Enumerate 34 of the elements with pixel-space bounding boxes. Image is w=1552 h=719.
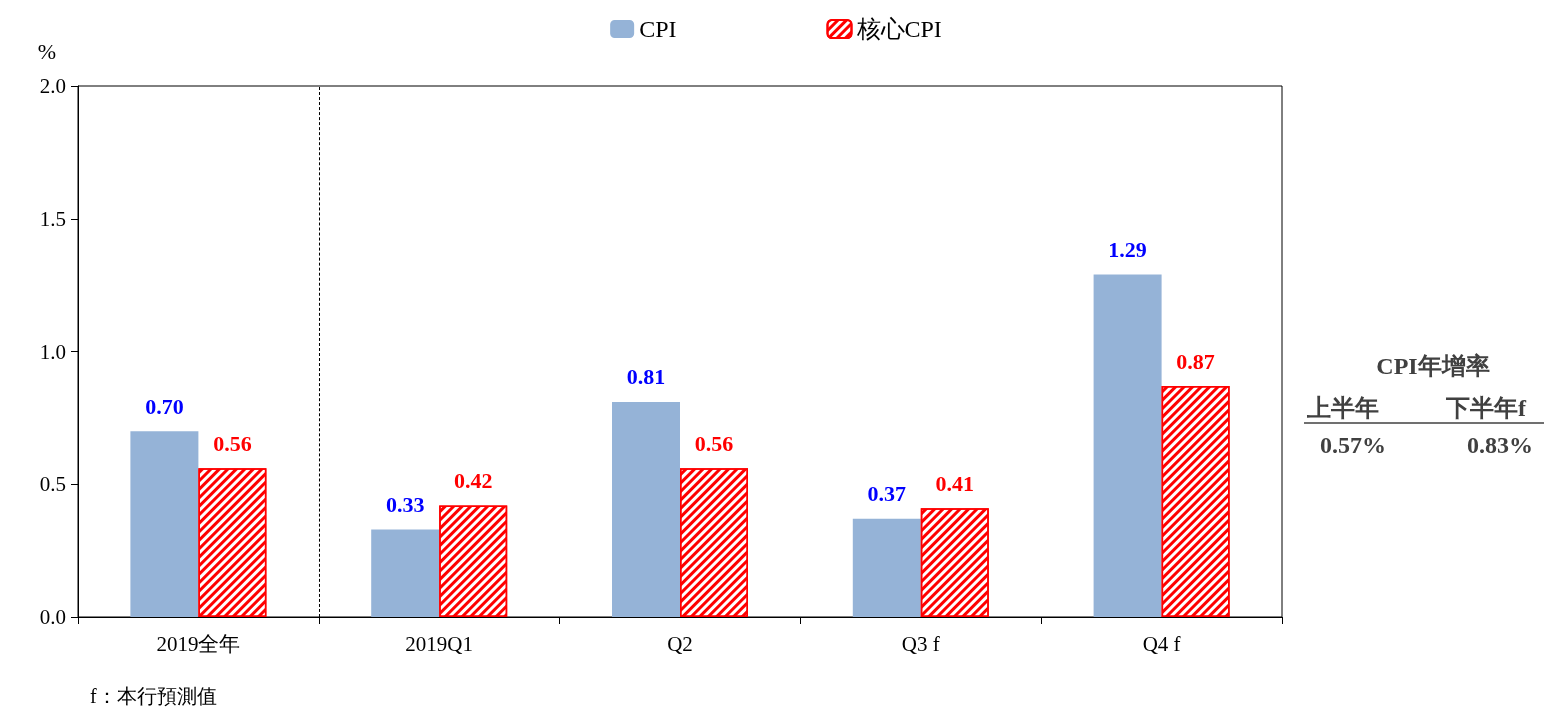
bar	[130, 431, 199, 617]
text: 上半年	[1306, 395, 1379, 421]
bar	[371, 529, 440, 617]
x-tick-label: 2019全年	[156, 631, 241, 656]
bar	[852, 518, 921, 617]
data-label: 0.41	[935, 470, 975, 496]
data-label: 0.70	[145, 393, 184, 419]
y-axis-title: %	[37, 38, 56, 64]
text: 0.57%	[1320, 432, 1386, 458]
text: 下半年f	[1445, 395, 1527, 421]
x-tick-label: 2019Q1	[405, 631, 474, 656]
text: f：本行預測值	[90, 685, 217, 707]
data-label: 1.29	[1108, 237, 1147, 263]
data-label: 0.42	[453, 467, 493, 493]
x-tick-label: Q2	[667, 631, 693, 656]
y-tick-label: 2.0	[39, 74, 66, 98]
text: 0.83%	[1467, 432, 1533, 458]
y-tick-label: 1.0	[39, 339, 66, 364]
y-tick-label: 1.5	[39, 206, 66, 231]
x-tick-label: Q4 f	[1142, 631, 1181, 656]
data-label: 0.37	[867, 481, 907, 507]
y-tick-label: 0.5	[39, 472, 66, 497]
data-label: 0.87	[1176, 348, 1215, 374]
x-tick-label: Q3 f	[901, 631, 940, 656]
data-label: 0.56	[213, 430, 252, 456]
text: CPI年增率	[1376, 353, 1490, 379]
bar	[612, 401, 680, 617]
y-tick-label: 0.0	[39, 605, 66, 629]
bar	[1093, 274, 1162, 617]
legend-label: 核心CPI	[855, 16, 942, 42]
legend-label: CPI	[639, 16, 677, 42]
data-label: 0.33	[385, 491, 425, 517]
data-label: 0.56	[694, 430, 734, 456]
data-label: 0.81	[626, 364, 666, 390]
